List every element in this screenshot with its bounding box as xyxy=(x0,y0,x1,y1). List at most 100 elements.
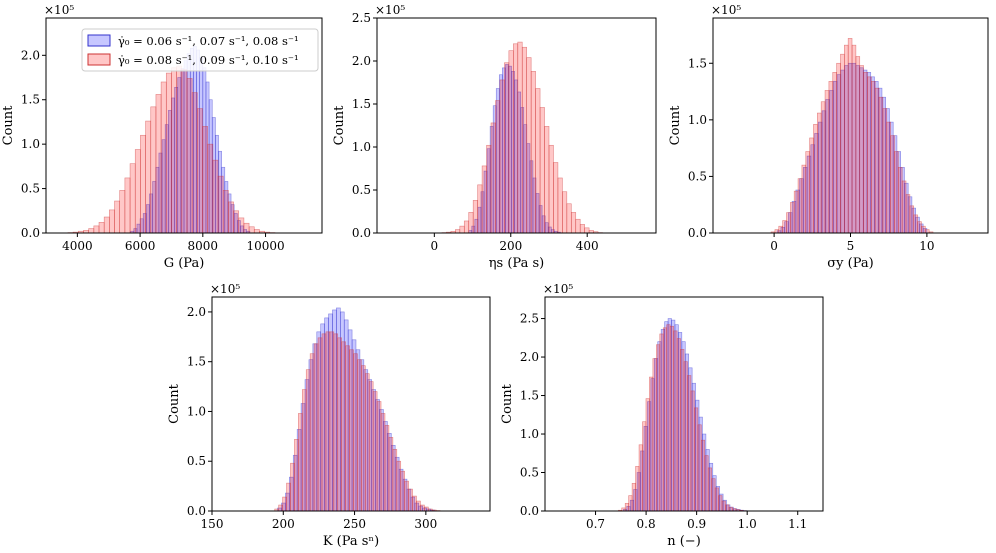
bar-red-eta-s xyxy=(566,203,572,233)
legend-label-blue: γ̇₀ = 0.06 s⁻¹, 0.07 s⁻¹, 0.08 s⁻¹ xyxy=(118,34,299,48)
x-tick-label-k: 300 xyxy=(414,517,437,531)
bar-red-sigma-y xyxy=(805,151,810,233)
bar-red-g xyxy=(119,190,126,233)
y-tick-label-eta-s: 2.5 xyxy=(352,11,371,25)
y-tick-label-n: 0.0 xyxy=(520,504,539,518)
x-axis-label-n: n (−) xyxy=(667,534,701,549)
y-tick-label-sigma-y: 1.0 xyxy=(688,113,707,127)
y-tick-label-g: 0.0 xyxy=(21,226,40,240)
bar-red-k xyxy=(392,448,398,511)
bar-red-eta-s xyxy=(468,212,474,233)
bar-red-k xyxy=(424,506,429,511)
x-axis-label-k: K (Pa sⁿ) xyxy=(323,534,379,549)
bar-red-n xyxy=(669,325,674,511)
bar-red-g xyxy=(171,67,177,233)
bar-red-k xyxy=(333,333,339,511)
bar-red-sigma-y xyxy=(890,135,895,233)
bar-red-k xyxy=(384,425,390,511)
bar-red-sigma-y xyxy=(894,151,899,233)
bar-red-eta-s xyxy=(584,227,590,233)
x-axis-label-eta-s: ηs (Pa s) xyxy=(489,256,544,271)
y-tick-label-n: 0.5 xyxy=(520,466,539,480)
panel-k: 150 200 250 300 0.0 0.5 1.0 1.5 2.0 ×10⁵ K (Pa sⁿ)… xyxy=(167,282,491,549)
bar-red-sigma-y xyxy=(882,108,888,233)
bar-red-eta-s xyxy=(521,46,527,233)
legend-frame xyxy=(81,28,319,72)
bars-sigma-y xyxy=(770,38,934,233)
bar-red-k xyxy=(396,460,402,511)
bar-red-k xyxy=(364,373,370,511)
bar-red-sigma-y xyxy=(855,56,861,233)
bar-red-eta-s xyxy=(535,88,541,233)
bar-red-sigma-y xyxy=(863,72,868,233)
bar-red-g xyxy=(197,108,203,233)
bar-red-eta-s xyxy=(530,71,536,233)
bar-red-n xyxy=(673,330,678,511)
bar-red-g xyxy=(88,228,95,233)
bar-red-sigma-y xyxy=(797,178,803,233)
bars-k xyxy=(274,307,441,511)
bar-red-sigma-y xyxy=(828,81,834,233)
x-tick-label-k: 250 xyxy=(343,517,366,531)
bar-red-k xyxy=(294,439,299,511)
y-tick-label-sigma-y: 0.0 xyxy=(688,226,707,240)
bar-red-k xyxy=(361,365,366,511)
bar-red-eta-s xyxy=(455,229,461,233)
legend: γ̇₀ = 0.06 s⁻¹, 0.07 s⁻¹, 0.08 s⁻¹ γ̇₀ =… xyxy=(81,28,319,72)
bar-red-sigma-y xyxy=(905,194,911,233)
bar-red-g xyxy=(165,72,172,233)
bars-g xyxy=(67,46,276,233)
bar-red-k xyxy=(388,437,394,511)
bar-red-k xyxy=(372,391,378,511)
y-tick-label-eta-s: 1.5 xyxy=(352,97,371,111)
bar-red-k xyxy=(353,353,358,511)
bar-red-sigma-y xyxy=(913,214,918,233)
y-axis-label-g: Count xyxy=(1,105,16,146)
bar-red-sigma-y xyxy=(813,124,818,233)
bar-red-n xyxy=(680,349,685,511)
bar-red-g xyxy=(109,209,115,233)
bar-red-g xyxy=(253,229,260,233)
bar-red-n xyxy=(694,407,699,511)
bar-red-g xyxy=(228,201,234,233)
bar-red-sigma-y xyxy=(790,202,795,233)
y-tick-label-n: 2.5 xyxy=(520,312,539,326)
bar-red-eta-s xyxy=(486,144,492,233)
y-multiplier-g: ×10⁵ xyxy=(44,3,74,17)
x-axis-label-sigma-y: σy (Pa) xyxy=(827,256,873,271)
bar-red-eta-s xyxy=(481,165,487,233)
legend-swatch-red xyxy=(87,53,111,66)
bar-red-n xyxy=(624,502,629,511)
x-tick-label-g: 10000 xyxy=(246,239,284,253)
bar-red-k xyxy=(298,413,303,511)
bar-red-eta-s xyxy=(504,62,510,233)
bar-red-sigma-y xyxy=(901,180,907,233)
bar-red-k xyxy=(305,369,311,511)
bar-red-sigma-y xyxy=(871,81,876,233)
y-multiplier-n: ×10⁵ xyxy=(543,282,573,296)
bar-red-k xyxy=(376,401,382,511)
bar-red-sigma-y xyxy=(851,44,857,233)
bar-red-eta-s xyxy=(539,107,545,233)
y-tick-label-n: 2.0 xyxy=(520,350,539,364)
bar-red-eta-s xyxy=(575,218,581,233)
bar-red-eta-s xyxy=(508,50,514,233)
bar-red-k xyxy=(329,331,335,511)
bar-red-k xyxy=(368,381,374,511)
bar-red-g xyxy=(155,94,162,233)
bar-red-n xyxy=(714,487,719,511)
bar-red-g xyxy=(176,65,183,233)
bar-red-n xyxy=(628,495,633,511)
bar-red-n xyxy=(721,500,726,511)
bar-red-n xyxy=(725,504,730,511)
y-tick-label-k: 2.0 xyxy=(187,305,206,319)
y-multiplier-eta-s: ×10⁵ xyxy=(375,3,405,17)
bar-red-eta-s xyxy=(490,122,496,233)
bar-red-g xyxy=(212,159,219,233)
y-tick-label-k: 0.5 xyxy=(187,454,206,468)
bar-red-sigma-y xyxy=(778,225,783,233)
x-tick-label-g: 6000 xyxy=(125,239,156,253)
bars-n xyxy=(617,318,751,511)
bar-red-eta-s xyxy=(463,220,470,233)
